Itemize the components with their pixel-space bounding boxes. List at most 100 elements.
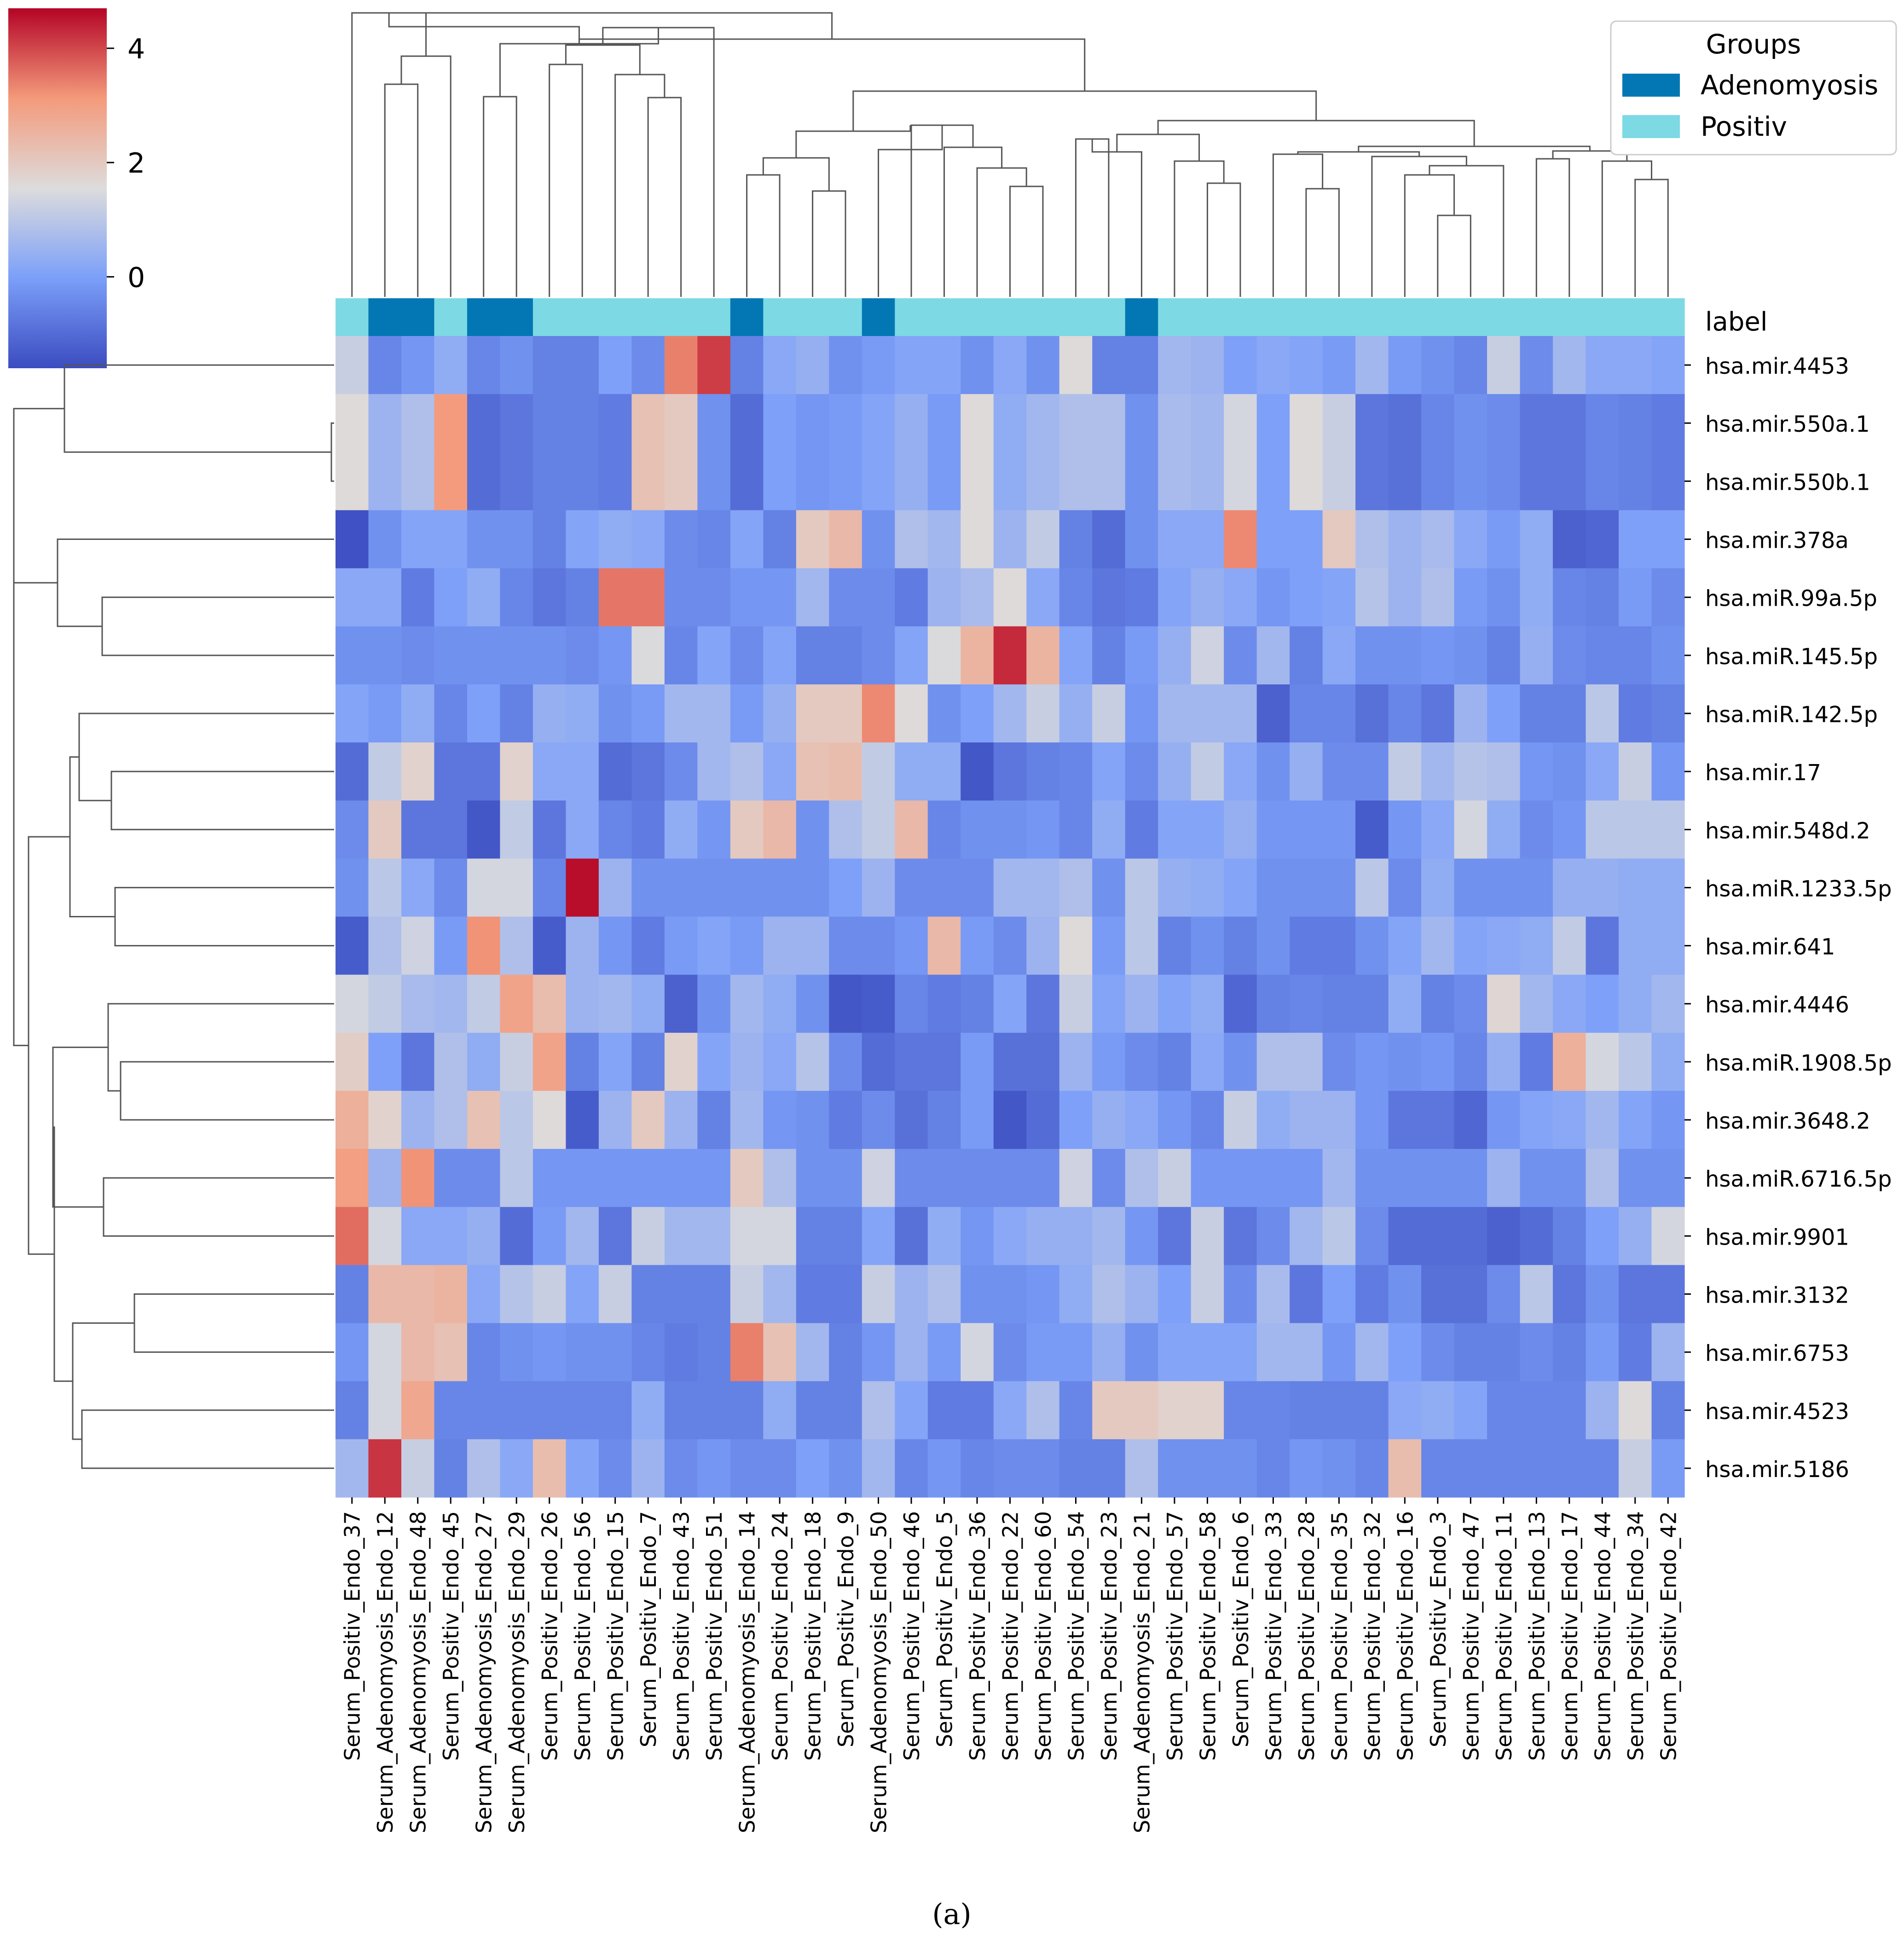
heatmap-cell [697, 800, 731, 859]
heatmap-cell [1388, 568, 1422, 627]
heatmap-cell [1619, 626, 1652, 685]
heatmap-cell [730, 916, 764, 975]
heatmap-cell [1619, 858, 1652, 917]
heatmap-cell [763, 452, 797, 511]
row-labels: hsa.mir.4453 hsa.mir.550a.1 hsa.mir.550b.1… [1684, 353, 1892, 1483]
heatmap-cell [1355, 1149, 1389, 1207]
heatmap-cell [1520, 1265, 1553, 1324]
heatmap-cell [598, 452, 632, 511]
heatmap-cell [993, 1381, 1027, 1440]
heatmap-cell [1092, 858, 1126, 917]
dendrogram-link [384, 83, 419, 297]
heatmap-cell [1092, 1032, 1126, 1091]
colorbar-ticks: 4 2 0 [107, 33, 145, 294]
heatmap-cell [566, 742, 599, 801]
heatmap-cell [434, 1207, 468, 1265]
column-label: Serum_Adenomyosis_Endo_14 [735, 1511, 760, 1833]
heatmap-cell [598, 1323, 632, 1382]
heatmap-cell [1388, 916, 1422, 975]
legend: Groups Adenomyosis Positiv [1610, 20, 1897, 156]
heatmap-cell [1619, 1439, 1652, 1498]
heatmap-cell [1487, 336, 1521, 394]
heatmap-cell [664, 916, 698, 975]
heatmap-cell [1026, 684, 1060, 743]
row-label: hsa.mir.9901 [1705, 1224, 1849, 1250]
heatmap-cell [631, 1090, 665, 1149]
heatmap-cell [500, 916, 533, 975]
heatmap-cell [730, 1149, 764, 1207]
heatmap-cell [1487, 1323, 1521, 1382]
heatmap-cell [368, 974, 402, 1033]
heatmap-cell [895, 568, 928, 627]
heatmap-cell [895, 394, 928, 452]
heatmap-cell [434, 858, 468, 917]
heatmap-cell [1553, 800, 1586, 859]
heatmap-cell [1322, 858, 1356, 917]
heatmap-cell [1026, 800, 1060, 859]
column-label: Serum_Positiv_Endo_57 [1163, 1511, 1187, 1761]
heatmap-cell [1125, 858, 1158, 917]
heatmap-cell [1322, 1439, 1356, 1498]
heatmap-cell [796, 510, 829, 569]
heatmap-cell [927, 800, 961, 859]
heatmap-cell [1191, 1207, 1224, 1265]
heatmap-cell [1092, 1439, 1126, 1498]
heatmap-cell [829, 684, 862, 743]
heatmap-cell [401, 974, 435, 1033]
heatmap-cell [1487, 858, 1521, 917]
heatmap-cell [1454, 1032, 1487, 1091]
heatmap-cell [697, 626, 731, 685]
heatmap-cell [1256, 626, 1290, 685]
heatmap-cell [1586, 510, 1619, 569]
heatmap-cell [1619, 1032, 1652, 1091]
heatmap-cell [1224, 800, 1257, 859]
dendrogram-link [878, 125, 943, 297]
heatmap-cell [1322, 684, 1356, 743]
legend-frame [1610, 20, 1897, 156]
heatmap-cell [336, 1323, 369, 1382]
heatmap-cell [664, 1090, 698, 1149]
column-label: Serum_Adenomyosis_Endo_29 [504, 1511, 529, 1833]
heatmap-cell [927, 1265, 961, 1324]
heatmap-cell [1651, 1149, 1685, 1207]
heatmap-cell [1520, 1149, 1553, 1207]
heatmap-cell [1553, 684, 1586, 743]
dendrogram-link [1437, 214, 1471, 297]
heatmap-cell [1224, 336, 1257, 394]
heatmap-cell [927, 742, 961, 801]
heatmap-cell [763, 1265, 797, 1324]
heatmap-cell [664, 1265, 698, 1324]
heatmap-cell [1322, 1381, 1356, 1440]
heatmap-cell [1651, 336, 1685, 394]
heatmap-cell [664, 742, 698, 801]
heatmap-cell [993, 974, 1027, 1033]
heatmap-cell [796, 1323, 829, 1382]
heatmap-cell [1421, 336, 1455, 394]
heatmap-cell [1454, 974, 1487, 1033]
dendrogram-link [388, 13, 580, 44]
heatmap-cell [566, 1381, 599, 1440]
heatmap-cell [1651, 1381, 1685, 1440]
heatmap-cell [500, 742, 533, 801]
heatmap-cell [730, 626, 764, 685]
heatmap-cell [1092, 684, 1126, 743]
heatmap-cell [401, 336, 435, 394]
heatmap-cell [1355, 974, 1389, 1033]
heatmap-cell [1158, 916, 1192, 975]
heatmap-cell [961, 1439, 994, 1498]
heatmap-cell [1388, 1090, 1422, 1149]
heatmap-cell [1586, 916, 1619, 975]
heatmap-cell [730, 858, 764, 917]
heatmap-cell [631, 800, 665, 859]
heatmap-cell [730, 974, 764, 1033]
heatmap-cell [1256, 858, 1290, 917]
heatmap-cell [895, 1090, 928, 1149]
heatmap-cell [631, 1323, 665, 1382]
heatmap-cell [1454, 1207, 1487, 1265]
heatmap-cell [1026, 452, 1060, 511]
heatmap-cell [1125, 1265, 1158, 1324]
column-label: Serum_Positiv_Endo_9 [833, 1511, 858, 1747]
heatmap-cell [927, 1090, 961, 1149]
dendrogram-link [549, 64, 583, 297]
heatmap-cell [961, 800, 994, 859]
